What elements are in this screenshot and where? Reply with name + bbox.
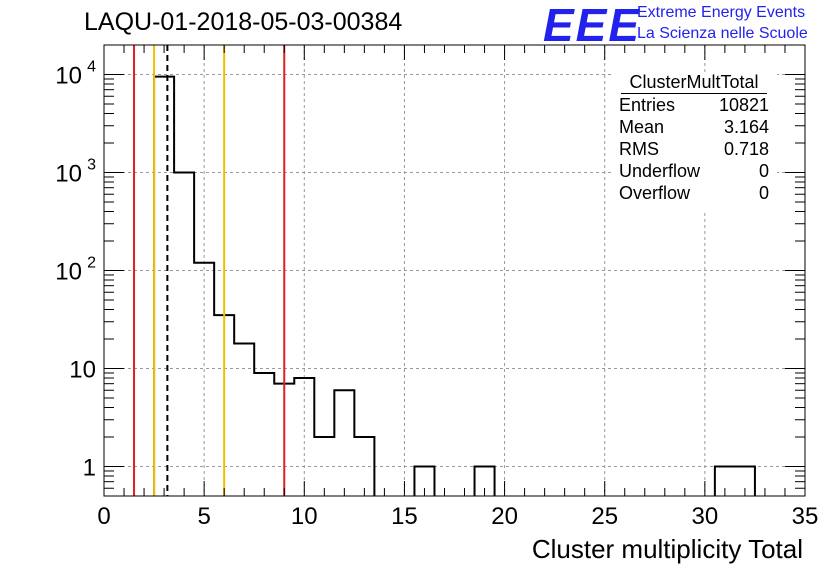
histogram-bin xyxy=(314,437,334,496)
y-tick-label: 1 xyxy=(83,454,96,481)
stats-value: 0 xyxy=(758,183,769,203)
stats-value: 10821 xyxy=(718,95,769,115)
x-tick-label: 10 xyxy=(291,503,318,530)
y-tick-label: 10 xyxy=(55,63,82,90)
chart-title: LAQU-01-2018-05-03-00384 xyxy=(84,8,403,36)
x-tick-label: 25 xyxy=(591,503,618,530)
histogram-bin xyxy=(154,77,174,496)
stats-label: Entries xyxy=(619,95,676,115)
stats-box: ClusterMultTotal Entries 10821 Mean 3.16… xyxy=(611,72,777,210)
histogram-bin xyxy=(174,173,194,496)
y-tick-label: 10 xyxy=(55,161,82,188)
marker-lines xyxy=(133,45,286,496)
y-tick-exponent: 4 xyxy=(87,59,96,76)
stats-label: Mean xyxy=(619,117,665,137)
stats-label: Overflow xyxy=(619,183,691,203)
x-tick-label: 15 xyxy=(391,503,418,530)
stats-value: 0 xyxy=(758,161,769,181)
y-tick-label: 10 xyxy=(55,259,82,286)
x-axis-ticks: 0 5 10 15 20 25 30 35 xyxy=(97,45,818,530)
histogram-bin xyxy=(354,437,374,496)
logo-line-1: Extreme Energy Events xyxy=(637,4,806,21)
histogram-bin xyxy=(254,373,274,496)
histogram-outline xyxy=(153,75,756,496)
histogram-bin xyxy=(194,263,214,496)
y-tick-exponent: 2 xyxy=(87,255,96,272)
stats-title: ClusterMultTotal xyxy=(621,72,767,94)
histogram-bin xyxy=(334,390,354,496)
y-axis-ticks: 1 10 10 2 10 3 10 4 xyxy=(55,44,805,497)
x-tick-label: 30 xyxy=(692,503,719,530)
y-tick-label: 10 xyxy=(69,356,96,383)
x-axis-label: Cluster multiplicity Total xyxy=(531,534,803,564)
logo-line-2: La Scienza nelle Scuole xyxy=(637,25,808,42)
histogram-bin xyxy=(234,343,254,496)
stats-label: Underflow xyxy=(619,161,701,181)
histogram-bin xyxy=(294,378,314,496)
stats-value: 3.164 xyxy=(723,117,769,137)
stats-label: RMS xyxy=(619,139,659,159)
stats-value: 0.718 xyxy=(723,139,769,159)
y-tick-exponent: 3 xyxy=(87,157,96,174)
histogram-bars xyxy=(153,75,756,496)
eee-logo: EEE xyxy=(543,0,642,51)
x-tick-label: 35 xyxy=(792,503,819,530)
x-tick-label: 20 xyxy=(491,503,518,530)
x-tick-label: 5 xyxy=(197,503,210,530)
x-tick-label: 0 xyxy=(97,503,110,530)
